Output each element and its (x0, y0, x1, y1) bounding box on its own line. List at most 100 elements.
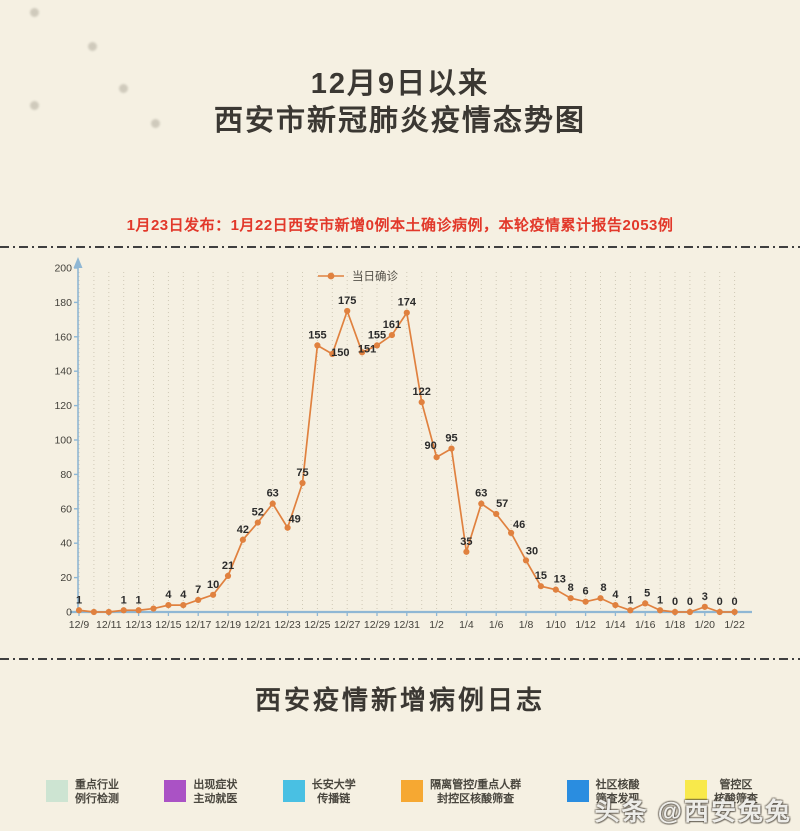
data-point (508, 529, 515, 536)
data-point (150, 605, 157, 612)
data-point (448, 445, 455, 452)
svg-text:1/6: 1/6 (489, 619, 504, 631)
data-label: 1 (121, 594, 127, 606)
data-point (642, 600, 649, 607)
data-point (686, 608, 694, 616)
data-point (388, 331, 395, 339)
legend-item: 重点行业 例行检测 (46, 778, 119, 806)
data-label: 175 (338, 295, 356, 307)
data-point (359, 349, 366, 356)
data-point (165, 602, 172, 609)
data-label: 122 (413, 386, 431, 398)
legend-label: 管控区 (719, 779, 753, 791)
svg-text:12/13: 12/13 (125, 619, 151, 631)
legend-label: 主动就医 (193, 793, 238, 805)
background-speck (151, 119, 160, 128)
data-point (329, 350, 336, 358)
data-label: 52 (252, 507, 264, 519)
data-label: 7 (195, 584, 201, 596)
source-legend: 重点行业 例行检测 出现症状 主动就医 长安大学 传播链 隔离管控/重点人群 封… (46, 778, 758, 806)
data-point (612, 602, 619, 609)
data-point (567, 595, 574, 602)
announcement-text: 1月23日发布：1月22日西安市新增0例本土确诊病例，本轮疫情累计报告2053例 (126, 217, 674, 234)
data-label: 75 (296, 467, 308, 479)
data-label: 174 (398, 297, 417, 309)
legend-label: 重点行业 (75, 779, 119, 791)
x-axis-ticks: 12/9 12/11 12/13 12/15 12/17 12/19 12/21 12/23 1… (69, 612, 745, 631)
legend-item: 隔离管控/重点人群 封控区核酸筛查 (401, 778, 521, 806)
data-label: 95 (445, 433, 457, 445)
svg-text:1/18: 1/18 (665, 619, 686, 631)
data-point (478, 500, 485, 507)
data-label: 5 (644, 587, 650, 599)
svg-text:1/22: 1/22 (724, 619, 745, 631)
data-point (135, 607, 142, 614)
svg-text:160: 160 (54, 331, 72, 343)
legend-item: 管控区 核酸筛查 (684, 778, 758, 806)
data-point (269, 500, 276, 507)
background-speck (88, 42, 97, 51)
data-point (522, 557, 530, 564)
legend-swatch-yellow (684, 780, 707, 802)
svg-text:0: 0 (66, 607, 72, 619)
data-point (224, 572, 232, 579)
data-point (493, 510, 500, 518)
series-legend: 当日确诊 (318, 269, 398, 283)
data-label: 21 (222, 560, 234, 572)
svg-text:180: 180 (54, 297, 72, 309)
data-point (657, 607, 664, 614)
legend-swatch-orange (401, 780, 424, 802)
legend-item: 社区核酸 筛查发现 (566, 778, 640, 806)
data-label: 46 (513, 519, 525, 531)
page-title: 12月9日以来 西安市新冠肺炎疫情态势图 (0, 66, 800, 140)
data-label: 13 (554, 574, 566, 586)
data-label: 155 (368, 329, 386, 341)
legend-swatch-blue (566, 780, 589, 802)
page-title-line1: 12月9日以来 (310, 68, 490, 100)
legend-label: 长安大学 (311, 779, 356, 791)
data-point (627, 607, 634, 614)
data-point (537, 583, 545, 590)
legend-label: 社区核酸 (595, 779, 640, 791)
background-speck (30, 8, 39, 17)
data-point (299, 479, 306, 487)
data-point (463, 548, 470, 555)
legend-swatch-purple (164, 780, 187, 802)
background-speck (30, 101, 39, 110)
svg-text:12/29: 12/29 (364, 619, 390, 631)
data-label: 1 (657, 594, 663, 606)
legend-label: 筛查发现 (595, 793, 640, 805)
svg-text:1/10: 1/10 (546, 619, 567, 631)
data-point (418, 399, 425, 406)
daily-confirmed-chart: 0 20 40 60 80 100 120 140 160 180 200 12/9 12/11 12/1… (0, 252, 800, 647)
data-point (403, 309, 410, 316)
data-label: 4 (165, 589, 172, 601)
data-label: 150 (331, 347, 349, 359)
legend-swatch-green (46, 780, 68, 802)
watermark: 头条 @西安兔兔 (594, 798, 792, 826)
data-point (105, 608, 112, 616)
data-point (701, 603, 708, 610)
data-label: 42 (237, 524, 249, 536)
svg-text:60: 60 (60, 503, 72, 515)
svg-text:1/14: 1/14 (605, 619, 626, 631)
data-point (180, 602, 187, 609)
data-point (597, 595, 604, 602)
data-label: 0 (687, 596, 693, 608)
data-point (239, 536, 246, 543)
data-label: 49 (288, 514, 300, 526)
data-point (582, 598, 589, 605)
svg-text:1/20: 1/20 (695, 619, 716, 631)
data-point (716, 608, 723, 616)
data-label: 161 (383, 319, 401, 331)
data-label: 63 (267, 488, 279, 500)
svg-text:12/17: 12/17 (185, 619, 211, 631)
data-point (433, 454, 440, 461)
legend-label: 例行检测 (75, 793, 119, 805)
page-title-line2: 西安市新冠肺炎疫情态势图 (213, 105, 586, 137)
data-label: 4 (612, 589, 619, 601)
svg-text:12/25: 12/25 (304, 619, 330, 631)
data-label: 90 (424, 440, 436, 452)
